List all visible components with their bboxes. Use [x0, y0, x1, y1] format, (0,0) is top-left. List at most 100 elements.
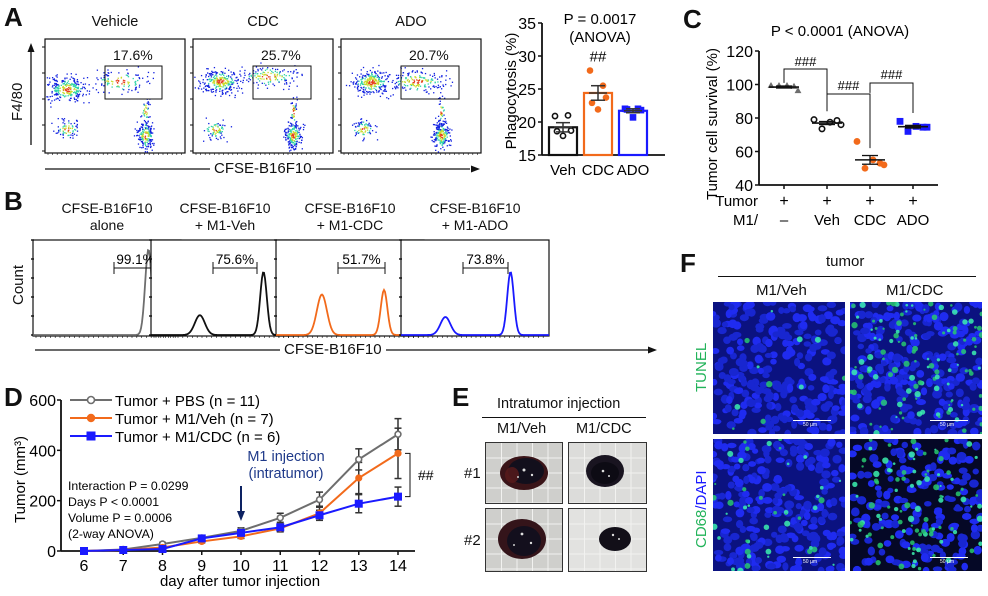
event-dot [440, 131, 442, 134]
event-dot [215, 86, 217, 88]
event-dot [215, 71, 217, 73]
event-dot [239, 70, 241, 72]
event-dot [215, 87, 217, 89]
event-dot [443, 109, 445, 111]
event-dot [65, 127, 67, 129]
event-dot [108, 72, 110, 74]
nucleus [801, 530, 810, 537]
event-dot [128, 81, 130, 84]
event-dot [67, 90, 69, 93]
event-dot [218, 128, 221, 130]
positive-signal [882, 357, 885, 361]
event-dot [69, 87, 71, 90]
event-dot [137, 66, 140, 68]
event-dot [288, 133, 290, 135]
nucleus [815, 461, 825, 471]
nucleus [926, 330, 935, 337]
event-dot [83, 77, 85, 79]
nucleus [713, 378, 718, 386]
positive-signal [899, 509, 903, 513]
nucleus [746, 398, 756, 408]
event-dot [409, 83, 412, 86]
event-dot [255, 76, 257, 79]
event-dot [285, 134, 287, 136]
histogram-frame [150, 239, 300, 337]
nucleus [794, 329, 804, 336]
event-dot [69, 131, 71, 134]
event-dot [418, 76, 421, 79]
nucleus [713, 418, 722, 425]
positive-signal [859, 302, 866, 309]
event-dot [211, 88, 214, 90]
event-dot [289, 136, 291, 138]
event-dot [269, 78, 271, 80]
nucleus [827, 415, 837, 425]
nucleus [881, 425, 889, 433]
event-dot [217, 125, 219, 127]
event-dot [370, 76, 372, 78]
event-dot [115, 80, 117, 82]
event-dot [291, 138, 293, 140]
positive-signal [962, 319, 968, 325]
event-dot [103, 75, 105, 77]
event-dot [373, 75, 375, 77]
event-dot [355, 126, 357, 128]
nucleus [837, 320, 845, 327]
positive-signal [861, 465, 864, 468]
nucleus [863, 471, 873, 479]
nucleus [922, 566, 930, 571]
event-dot [207, 130, 209, 132]
event-dot [432, 123, 435, 126]
event-dot [439, 138, 442, 140]
positive-signal [917, 380, 923, 386]
event-dot [290, 144, 292, 146]
positive-signal [803, 455, 808, 459]
event-dot [149, 142, 151, 144]
event-dot [364, 126, 367, 128]
cfse-arrowhead-icon [471, 165, 480, 173]
event-dot [207, 85, 209, 88]
event-dot [141, 126, 144, 129]
positive-signal [950, 527, 954, 531]
nucleus [735, 520, 744, 529]
event-dot [210, 76, 213, 78]
nucleus [725, 490, 732, 500]
positive-signal [910, 439, 917, 445]
data-point [315, 511, 324, 520]
event-dot [221, 126, 223, 128]
event-dot [369, 84, 371, 86]
event-dot [413, 79, 415, 81]
event-dot [292, 124, 294, 126]
x-tick-label: ADO [617, 162, 650, 179]
event-dot [106, 84, 109, 86]
positive-signal [926, 365, 930, 369]
event-dot [368, 73, 370, 76]
event-dot [147, 108, 149, 110]
nucleus [806, 426, 817, 433]
event-dot [143, 103, 145, 105]
event-dot [446, 128, 448, 131]
event-dot [370, 72, 373, 75]
event-dot [123, 81, 126, 84]
nucleus [734, 478, 744, 488]
event-dot [441, 136, 443, 139]
event-dot [287, 127, 289, 129]
event-dot [127, 76, 130, 78]
event-dot [442, 140, 444, 142]
event-dot [227, 91, 229, 93]
event-dot [134, 81, 136, 83]
event-dot [141, 115, 143, 117]
event-dot [440, 114, 443, 117]
event-dot [284, 128, 287, 131]
event-dot [408, 72, 410, 74]
event-dot [216, 81, 218, 83]
event-dot [144, 112, 146, 115]
event-dot [62, 88, 64, 90]
event-dot [200, 74, 203, 77]
positive-signal [714, 482, 717, 486]
event-dot [117, 85, 119, 87]
nucleus [784, 484, 792, 492]
event-dot [422, 79, 424, 82]
nucleus [915, 302, 925, 312]
